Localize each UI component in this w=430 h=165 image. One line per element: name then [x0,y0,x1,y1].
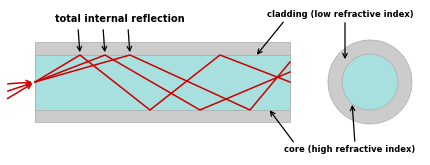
Circle shape [342,54,398,110]
Bar [35,55,290,110]
Circle shape [328,40,412,124]
Bar [35,42,290,122]
Text: cladding (low refractive index): cladding (low refractive index) [267,10,413,19]
Text: total internal reflection: total internal reflection [55,14,185,24]
Text: core (high refractive index): core (high refractive index) [284,145,416,154]
